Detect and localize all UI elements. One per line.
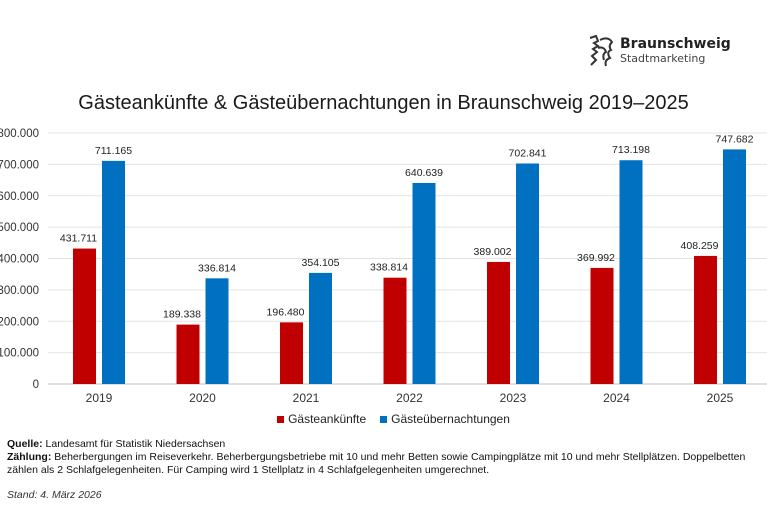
y-tick-label: 0 (33, 379, 39, 391)
legend-item-arrivals: Gästeankünfte (277, 412, 366, 426)
data-label: 338.814 (370, 262, 408, 274)
logo-name: Braunschweig (620, 36, 731, 52)
notes: Quelle: Landesamt für Statistik Niedersa… (7, 438, 767, 477)
data-label: 747.682 (716, 133, 754, 145)
bar-arrivals (487, 261, 510, 384)
count-text: Beherbergungen im Reiseverkehr. Beherber… (7, 451, 746, 476)
legend-swatch-arrivals (277, 415, 285, 423)
source-label: Quelle: (7, 438, 43, 450)
bar-overnights (205, 278, 229, 384)
data-label: 369.992 (577, 252, 615, 264)
bar-arrivals (383, 277, 407, 384)
count-label: Zählung: (7, 451, 52, 463)
y-tick-label: 100.000 (0, 348, 39, 360)
brand-logo: Braunschweig Stadtmarketing (586, 34, 731, 68)
bar-arrivals (73, 248, 96, 384)
count-note: Zählung: Beherbergungen im Reiseverkehr.… (7, 451, 767, 477)
x-tick-label: 2024 (603, 391, 630, 405)
legend: Gästeankünfte Gästeübernachtungen (0, 412, 767, 426)
data-label: 640.639 (405, 167, 443, 179)
x-tick-label: 2025 (707, 391, 734, 405)
bar-arrivals (280, 322, 303, 384)
legend-swatch-overnights (380, 415, 388, 423)
legend-label-arrivals: Gästeankünfte (288, 412, 367, 426)
y-tick-label: 700.000 (0, 159, 39, 171)
legend-item-overnights: Gästeübernachtungen (380, 412, 510, 426)
lion-crest-icon (589, 34, 614, 67)
x-tick-label: 2019 (86, 391, 113, 405)
bar-overnights (102, 160, 125, 384)
x-tick-label: 2021 (293, 391, 320, 405)
data-label: 189.338 (163, 309, 201, 321)
y-tick-label: 200.000 (0, 316, 39, 328)
y-tick-label: 500.000 (0, 222, 39, 234)
data-label: 389.002 (474, 246, 512, 258)
stand-date: Stand: 4. März 2026 (7, 489, 102, 501)
x-tick-label: 2020 (189, 391, 216, 405)
bar-overnights (723, 149, 746, 384)
logo-sub: Stadtmarketing (620, 52, 706, 65)
source-note: Quelle: Landesamt für Statistik Niedersa… (7, 438, 767, 451)
y-tick-label: 400.000 (0, 254, 39, 266)
bar-arrivals (694, 255, 717, 384)
chart-title: Gästeankünfte & Gästeübernachtungen in B… (78, 92, 689, 114)
data-label: 408.259 (681, 240, 719, 252)
legend-label-overnights: Gästeübernachtungen (391, 412, 510, 426)
data-label: 713.198 (612, 144, 650, 156)
y-tick-label: 800.000 (0, 128, 39, 140)
data-label: 702.841 (509, 147, 547, 159)
bar-overnights (412, 182, 436, 384)
bar-overnights (619, 160, 643, 384)
x-tick-label: 2022 (396, 391, 423, 405)
x-tick-label: 2023 (500, 391, 527, 405)
data-label: 196.480 (267, 306, 305, 318)
data-label: 354.105 (302, 257, 340, 269)
bar-overnights (309, 272, 332, 384)
y-tick-label: 300.000 (0, 285, 39, 297)
bar-overnights (516, 163, 539, 384)
data-label: 431.711 (60, 233, 97, 245)
bar-arrivals (590, 267, 614, 384)
bar-chart: 0 100.000 200.000 300.000 400.000 500.000 600.… (0, 128, 767, 405)
bar-arrivals (176, 324, 200, 384)
data-label: 336.814 (198, 262, 236, 274)
data-label: 711.165 (95, 145, 132, 157)
y-tick-label: 600.000 (0, 191, 39, 203)
source-text: Landesamt für Statistik Niedersachsen (42, 438, 226, 450)
